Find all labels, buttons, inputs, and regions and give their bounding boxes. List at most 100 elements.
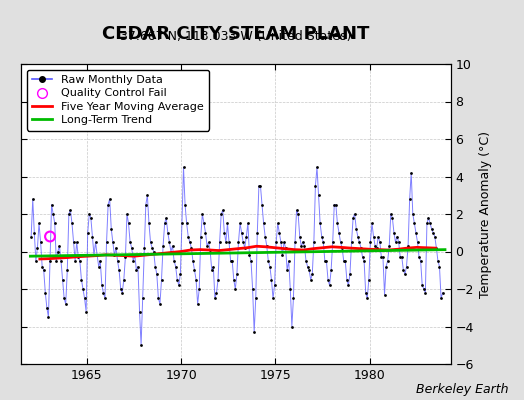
Point [417, 258, 425, 264]
Point [226, 258, 235, 264]
Point [108, 239, 117, 245]
Point [296, 233, 304, 240]
Point [247, 258, 255, 264]
Point [316, 220, 324, 226]
Text: 37.667 N, 113.033 W (United States): 37.667 N, 113.033 W (United States) [120, 30, 352, 43]
Point [335, 230, 343, 236]
Point [83, 230, 92, 236]
Point [338, 244, 346, 251]
Point [242, 233, 250, 240]
Point [258, 202, 266, 208]
Point [107, 226, 115, 232]
Point [52, 258, 60, 264]
Point [264, 258, 272, 264]
Point [104, 202, 112, 208]
Point [228, 258, 236, 264]
Point [28, 196, 37, 202]
Point [64, 211, 73, 217]
Point [437, 295, 445, 302]
Point [387, 211, 395, 217]
Point [308, 271, 316, 277]
Point [168, 243, 177, 249]
Point [101, 295, 109, 302]
Point [300, 243, 309, 249]
Point [225, 239, 233, 245]
Point [181, 202, 189, 208]
Point [148, 244, 156, 251]
Point [137, 342, 145, 348]
Point [362, 290, 370, 296]
Point [382, 263, 390, 270]
Point [187, 244, 195, 251]
Point [439, 290, 447, 296]
Point [204, 239, 213, 245]
Point [201, 230, 210, 236]
Point [371, 243, 379, 249]
Point [230, 276, 238, 283]
Point [256, 183, 265, 189]
Y-axis label: Temperature Anomaly (°C): Temperature Anomaly (°C) [479, 130, 493, 298]
Point [266, 263, 274, 270]
Point [208, 267, 216, 274]
Point [399, 267, 408, 274]
Point [66, 207, 74, 214]
Point [384, 258, 392, 264]
Point [332, 202, 340, 208]
Point [327, 267, 335, 274]
Point [424, 214, 433, 221]
Point [118, 290, 126, 296]
Point [97, 282, 106, 288]
Point [233, 271, 241, 277]
Point [363, 295, 372, 302]
Point [398, 254, 406, 260]
Point [330, 202, 339, 208]
Point [280, 239, 288, 245]
Point [123, 211, 131, 217]
Point [115, 267, 123, 274]
Point [391, 239, 400, 245]
Point [94, 263, 103, 270]
Title: CEDAR CITY STEAM PLANT: CEDAR CITY STEAM PLANT [102, 25, 369, 43]
Point [151, 263, 159, 270]
Point [373, 244, 381, 251]
Point [130, 252, 139, 258]
Point [82, 308, 90, 315]
Point [410, 220, 419, 226]
Point [297, 243, 305, 249]
Point [388, 214, 397, 221]
Point [50, 220, 59, 226]
Point [154, 295, 162, 302]
Point [77, 276, 85, 283]
Point [189, 258, 197, 264]
Point [261, 233, 269, 240]
Point [170, 258, 178, 264]
Point [35, 220, 43, 226]
Point [203, 243, 211, 249]
Point [415, 254, 423, 260]
Point [343, 276, 351, 283]
Point [245, 252, 254, 258]
Point [61, 301, 70, 307]
Point [41, 290, 49, 296]
Point [263, 243, 271, 249]
Point [344, 282, 353, 288]
Point [162, 214, 170, 221]
Point [46, 258, 54, 264]
Point [434, 258, 442, 264]
Point [85, 211, 93, 217]
Point [310, 239, 318, 245]
Point [259, 220, 268, 226]
Point [390, 230, 398, 236]
Point [341, 258, 350, 264]
Point [198, 211, 206, 217]
Point [220, 230, 228, 236]
Point [234, 239, 243, 245]
Point [171, 263, 180, 270]
Point [286, 286, 294, 292]
Point [27, 233, 35, 240]
Point [241, 244, 249, 251]
Point [212, 290, 221, 296]
Point [409, 211, 417, 217]
Point [285, 258, 293, 264]
Point [237, 230, 246, 236]
